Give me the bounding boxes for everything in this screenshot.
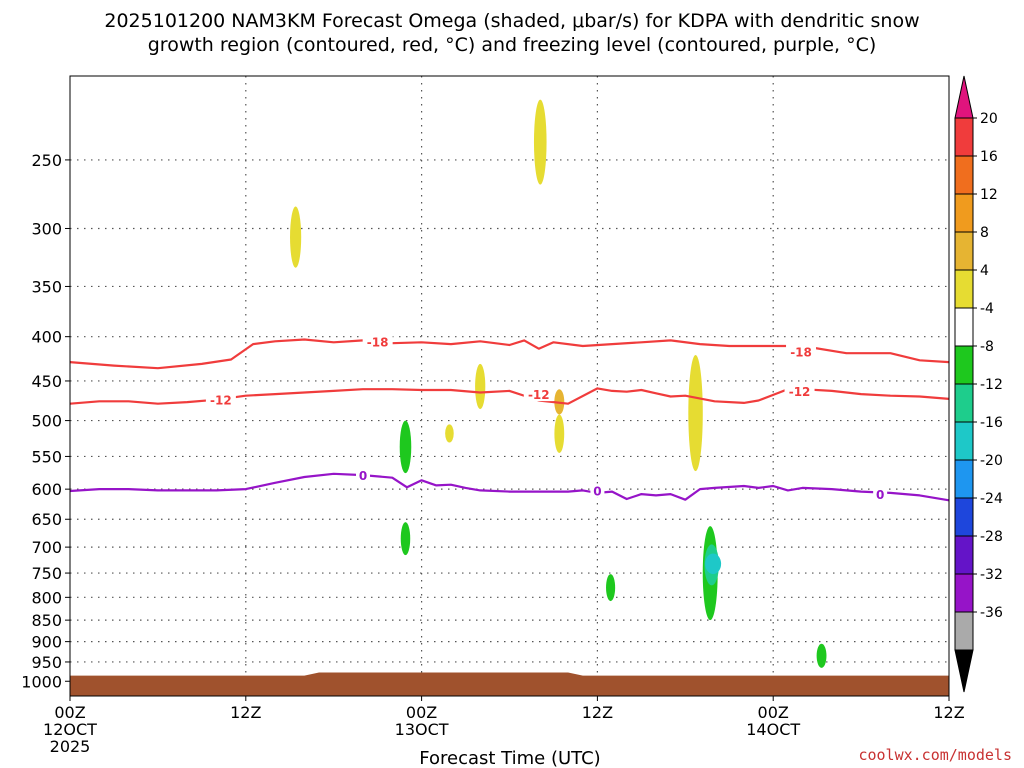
site-credit: coolwx.com/models: [858, 746, 1012, 764]
colorbar-label-13: -36: [980, 605, 1003, 621]
y-tick-label-250: 250: [31, 151, 62, 170]
omega-cell-13: [816, 643, 827, 668]
colorbar-label-11: -28: [980, 529, 1003, 545]
colorbar-label-1: 16: [980, 149, 998, 165]
contour-label-bg-3: [523, 387, 554, 402]
y-tick-label-500: 500: [31, 412, 62, 431]
omega-cell-8: [400, 522, 411, 556]
plot-background: [70, 76, 949, 696]
colorbar-bottom-arrow: [954, 649, 974, 693]
x-tick-label-48-0: 00Z: [758, 703, 789, 722]
colorbar-label-9: -20: [980, 453, 1003, 469]
colorbar: 20 16 12 8 4 -4 -8 -12 -16 -20 -24 -28 -32 -36: [954, 75, 1003, 693]
x-tick-label-48-1: 14OCT: [746, 720, 800, 739]
omega-cell-6: [688, 355, 703, 472]
colorbar-top-arrow: [954, 75, 974, 119]
contour-label-7: 0: [876, 488, 884, 502]
colorbar-label-0: 20: [980, 111, 998, 127]
y-tick-label-700: 700: [31, 538, 62, 557]
contour-label-0: -18: [367, 335, 389, 349]
colorbar-label-7: -12: [980, 377, 1003, 393]
colorbar-swatch-11: [954, 535, 974, 575]
colorbar-swatch-2: [954, 193, 974, 233]
colorbar-swatch-9: [954, 459, 974, 499]
colorbar-label-12: -32: [980, 567, 1003, 583]
x-tick-label-0-1: 12OCT: [43, 720, 97, 739]
colorbar-label-5: -4: [980, 301, 994, 317]
omega-cell-12: [705, 553, 722, 575]
contour-line-0: [69, 338, 950, 370]
y-tick-label-600: 600: [31, 480, 62, 499]
x-tick-label-60-0: 12Z: [933, 703, 964, 722]
contour-label-6: 0: [593, 484, 601, 498]
y-tick-label-550: 550: [31, 447, 62, 466]
contour-label-bg-5: [356, 468, 370, 483]
x-tick-label-24-1: 13OCT: [395, 720, 449, 739]
chart-title-line2: growth region (contoured, red, °C) and f…: [148, 34, 877, 56]
contour-label-bg-1: [786, 344, 817, 359]
omega-cell-2: [475, 363, 486, 410]
colorbar-swatch-1: [954, 155, 974, 195]
x-tick-label-36-0: 12Z: [582, 703, 613, 722]
y-axis-ticks: 250 300 350 400 450 500 550 600 650 700 750 800 850 9…: [21, 151, 70, 691]
omega-cell-9: [606, 574, 616, 602]
colorbar-swatch-0: [954, 117, 974, 157]
colorbar-label-4: 4: [980, 263, 989, 279]
terrain-layer: [70, 672, 949, 696]
y-tick-label-350: 350: [31, 277, 62, 296]
terrain-fill: [70, 672, 949, 696]
plot-frame: [69, 75, 950, 697]
y-tick-label-300: 300: [31, 219, 62, 238]
colorbar-swatch-5: [954, 307, 974, 347]
contour-line-2: [69, 472, 950, 502]
contour-label-1: -18: [790, 345, 812, 359]
y-tick-label-450: 450: [31, 372, 62, 391]
colorbar-swatch-3: [954, 231, 974, 271]
colorbar-swatch-6: [954, 345, 974, 385]
colorbar-swatch-7: [954, 383, 974, 423]
omega-cell-7: [399, 420, 412, 474]
y-tick-label-1000: 1000: [21, 672, 62, 691]
colorbar-swatch-8: [954, 421, 974, 461]
y-tick-label-800: 800: [31, 588, 62, 607]
contour-label-2: -12: [210, 394, 232, 408]
contour-label-bg-7: [873, 487, 888, 502]
omega-cell-0: [290, 206, 302, 268]
contour-label-bg-2: [205, 392, 236, 407]
colorbar-swatch-12: [954, 573, 974, 613]
y-tick-label-400: 400: [31, 328, 62, 347]
x-tick-label-0-0: 00Z: [54, 703, 85, 722]
contour-label-bg-0: [362, 334, 393, 349]
colorbar-label-6: -8: [980, 339, 994, 355]
contour-label-5: 0: [359, 469, 367, 483]
y-tick-label-750: 750: [31, 564, 62, 583]
x-tick-label-12-0: 12Z: [230, 703, 261, 722]
omega-cell-4: [554, 414, 565, 453]
colorbar-label-3: 8: [980, 225, 989, 241]
x-axis-label: Forecast Time (UTC): [419, 748, 600, 768]
contour-label-bg-4: [784, 383, 815, 398]
omega-cell-5: [445, 424, 454, 443]
y-tick-label-850: 850: [31, 611, 62, 630]
colorbar-label-2: 12: [980, 187, 998, 203]
colorbar-label-10: -24: [980, 491, 1003, 507]
x-tick-label-24-0: 00Z: [406, 703, 437, 722]
y-tick-label-650: 650: [31, 510, 62, 529]
colorbar-swatch-4: [954, 269, 974, 309]
contour-label-bg-6: [590, 483, 605, 498]
chart-title-line1: 2025101200 NAM3KM Forecast Omega (shaded…: [104, 10, 919, 32]
colorbar-label-8: -16: [980, 415, 1003, 431]
y-tick-label-950: 950: [31, 653, 62, 672]
contour-label-4: -12: [789, 385, 811, 399]
colorbar-swatch-13: [954, 611, 974, 651]
y-tick-label-900: 900: [31, 633, 62, 652]
x-tick-label-0-2: 2025: [50, 737, 91, 756]
colorbar-swatch-10: [954, 497, 974, 537]
temperature-contour-layer: -18 -18 -12 -12 -12 0 0 0: [69, 334, 950, 502]
contour-label-3: -12: [528, 388, 550, 402]
omega-cell-1: [533, 99, 547, 185]
